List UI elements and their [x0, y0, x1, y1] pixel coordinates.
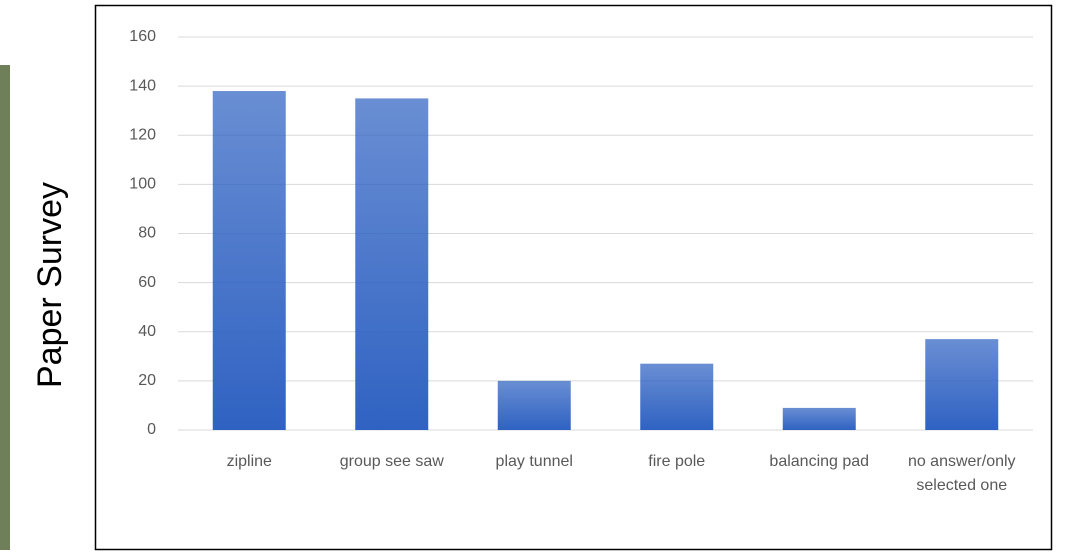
x-tick-label: group see saw — [339, 453, 444, 470]
bar — [640, 363, 714, 430]
y-tick-label: 60 — [138, 274, 156, 291]
x-tick-label: play tunnel — [495, 453, 573, 470]
x-tick-label: fire pole — [648, 453, 706, 470]
y-tick-label: 40 — [138, 323, 156, 340]
y-tick-label: 140 — [129, 77, 156, 94]
bar — [925, 339, 999, 430]
photo-strip — [0, 65, 10, 550]
y-tick-label: 160 — [129, 28, 156, 45]
side-label: Paper Survey — [31, 182, 69, 388]
y-tick-label: 100 — [129, 176, 156, 193]
y-tick-label: 0 — [147, 421, 156, 438]
bar — [782, 407, 856, 430]
x-tick-label: zipline — [226, 453, 272, 470]
bar — [355, 98, 429, 430]
y-tick-label: 120 — [129, 126, 156, 143]
bar — [212, 91, 286, 430]
bar — [497, 380, 571, 430]
y-tick-label: 80 — [138, 225, 156, 242]
y-tick-label: 20 — [138, 372, 156, 389]
x-tick-label: balancing pad — [769, 453, 870, 470]
x-tick-label: no answer/only selected one — [907, 453, 1016, 494]
